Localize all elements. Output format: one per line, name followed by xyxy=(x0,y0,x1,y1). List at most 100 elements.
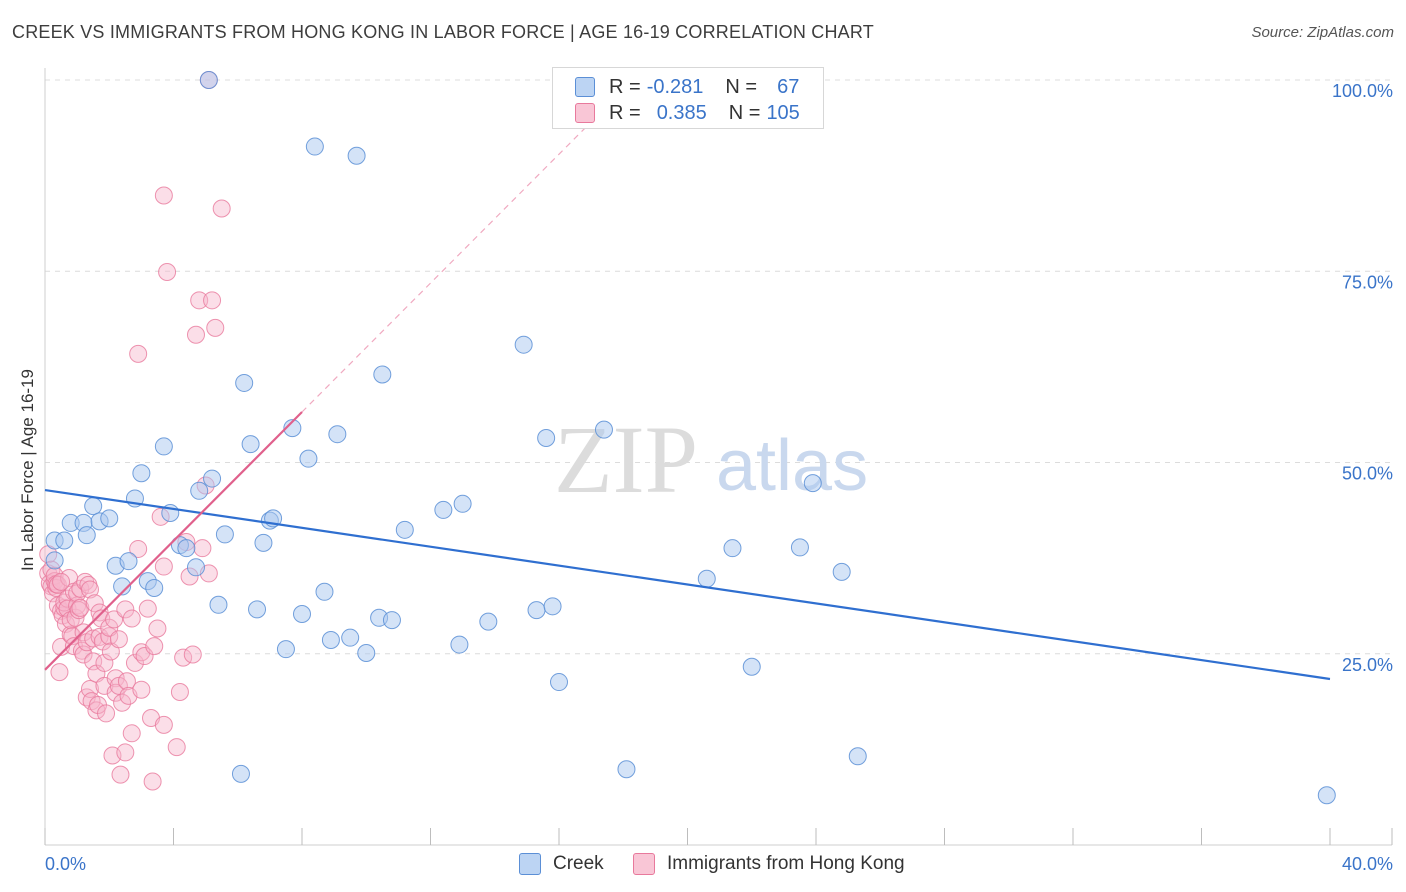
hk-point xyxy=(122,609,141,628)
creek-point xyxy=(742,657,761,676)
bottom-creek-swatch xyxy=(519,853,541,875)
hk-point xyxy=(85,594,104,613)
creek-trend-line xyxy=(44,488,1331,681)
hk-point xyxy=(58,589,77,608)
creek-point xyxy=(215,525,234,544)
hk-point xyxy=(116,600,135,619)
hk-trend-line xyxy=(44,411,303,671)
creek-point xyxy=(537,429,556,448)
hk-point xyxy=(154,715,173,734)
hk-point xyxy=(190,291,209,310)
creek-point xyxy=(113,577,132,596)
creek-point xyxy=(254,533,273,552)
creek-point xyxy=(453,494,472,513)
creek-point xyxy=(514,335,533,354)
correlation-legend: R = -0.281 N = 67 R = 0.385 N = 105 xyxy=(552,67,824,129)
source-label: Source: ZipAtlas.com xyxy=(1251,24,1394,41)
bottom-legend-creek: Creek xyxy=(519,851,604,877)
creek-point xyxy=(231,764,250,783)
creek-point xyxy=(299,449,318,468)
creek-point xyxy=(803,474,822,493)
hk-point xyxy=(170,683,189,701)
hk-series xyxy=(39,71,231,791)
creek-point xyxy=(341,628,360,647)
bottom-legend-hk: Immigrants from Hong Kong xyxy=(633,851,905,877)
creek-point xyxy=(697,569,716,588)
y-tick-label: 25.0% xyxy=(1342,655,1393,675)
watermark: ZIP atlas xyxy=(554,406,868,513)
hk-point xyxy=(97,704,116,723)
creek-r-label: R = xyxy=(609,75,641,98)
hk-point xyxy=(167,738,186,757)
creek-point xyxy=(543,597,562,616)
legend-row-creek: R = -0.281 N = 67 xyxy=(575,75,799,99)
hk-point xyxy=(50,663,69,682)
x-tick-label-max: 40.0% xyxy=(1342,854,1393,874)
creek-point xyxy=(154,437,173,456)
hk-point xyxy=(129,539,148,558)
hk-point xyxy=(174,648,193,667)
creek-point xyxy=(328,425,347,444)
hk-point xyxy=(125,653,144,672)
hk-point xyxy=(212,199,231,218)
hk-point xyxy=(95,653,114,672)
hk-point xyxy=(203,291,222,310)
creek-point xyxy=(55,531,74,550)
hk-swatch xyxy=(575,103,595,123)
creek-point xyxy=(199,71,218,89)
creek-point xyxy=(203,469,222,488)
creek-point xyxy=(77,526,96,545)
x-tick-label-min: 0.0% xyxy=(45,854,86,874)
hk-point xyxy=(109,630,128,649)
creek-series xyxy=(45,71,1336,805)
creek-point xyxy=(241,435,260,454)
creek-point xyxy=(119,552,138,571)
hk-n-value: 105 xyxy=(766,101,800,124)
creek-r-value: -0.281 xyxy=(646,75,704,98)
y-tick-label: 75.0% xyxy=(1342,272,1393,292)
hk-point xyxy=(154,186,173,205)
creek-point xyxy=(145,578,164,597)
y-tick-label: 50.0% xyxy=(1342,464,1393,484)
creek-point xyxy=(357,643,376,662)
chart-title: CREEK VS IMMIGRANTS FROM HONG KONG IN LA… xyxy=(12,22,874,42)
creek-point xyxy=(321,630,340,649)
hk-point xyxy=(113,693,132,712)
creek-point xyxy=(132,464,151,483)
watermark-zip: ZIP xyxy=(554,406,698,513)
hk-point xyxy=(154,557,173,576)
hk-point xyxy=(84,629,103,648)
creek-point xyxy=(723,539,742,558)
hk-point xyxy=(52,637,71,656)
hk-point xyxy=(183,645,202,664)
creek-point xyxy=(382,611,401,630)
bottom-creek-label: Creek xyxy=(553,853,604,874)
hk-n-label: N = xyxy=(728,101,761,124)
creek-point xyxy=(235,373,254,392)
creek-point xyxy=(45,551,64,570)
hk-point xyxy=(148,619,167,638)
hk-point xyxy=(105,610,124,629)
hk-point xyxy=(52,572,71,591)
creek-point xyxy=(594,420,613,439)
creek-point xyxy=(186,558,205,577)
creek-n-label: N = xyxy=(725,75,758,98)
watermark-atlas: atlas xyxy=(716,426,868,506)
hk-point xyxy=(158,263,177,282)
hk-point xyxy=(116,743,135,762)
y-tick-label: 100.0% xyxy=(1332,81,1393,101)
hk-point xyxy=(132,680,151,699)
creek-point xyxy=(177,539,196,558)
hk-point xyxy=(135,647,154,666)
hk-point xyxy=(111,765,130,784)
hk-point xyxy=(117,672,136,691)
creek-point xyxy=(395,520,414,539)
creek-point xyxy=(84,497,103,516)
creek-point xyxy=(1317,786,1336,805)
creek-point xyxy=(276,640,295,659)
hk-point xyxy=(48,575,67,594)
hk-r-label: R = xyxy=(609,101,641,124)
bottom-hk-swatch xyxy=(633,853,655,875)
creek-point xyxy=(790,538,809,557)
